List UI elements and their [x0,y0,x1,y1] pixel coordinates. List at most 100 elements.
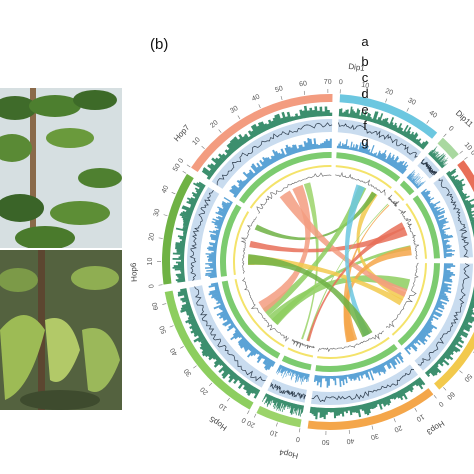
leaf-photo-upper-icon [0,88,122,248]
tick-label: 40 [161,185,171,195]
chromosome-label: Hop5 [207,414,228,433]
tick-label: 10 [218,401,229,411]
track-repeat-density [406,169,426,189]
ideogram-Hop4 [256,405,302,428]
track-spikes [335,171,386,196]
tick-mark [426,119,430,124]
track-band [211,119,333,189]
track-repeat-density [208,282,276,371]
tick-label: 10 [147,258,154,266]
track-label-f: f [363,118,367,133]
tick-label: 40 [251,93,261,103]
track-gene-density [201,105,333,180]
track-spikes [385,262,419,328]
chromosome-Hop2: 0102030405060Hop2 [385,262,474,401]
track-gene-density [261,393,305,417]
tick-label: 10 [191,136,201,147]
tick-mark [162,303,167,305]
synteny-link [248,254,373,338]
tick-label: 20 [209,119,220,129]
tick-mark [171,192,176,195]
track-green-band [397,263,440,346]
tick-mark [163,214,168,217]
tick-label: 30 [153,208,162,218]
tick-mark [182,171,187,174]
chromosome-Hop3: 0 10 20 30 40 50 Hop3 [307,330,446,445]
tick-mark [303,90,306,95]
tick-mark [433,395,437,399]
tick-mark [186,164,191,168]
tick-mark [362,92,365,97]
synteny-link [258,184,311,313]
tick-label: 30 [183,367,193,378]
tick-mark [247,410,250,415]
tick-label: 40 [428,110,438,120]
tick-label: 50 [172,163,182,173]
tick-label: 0 [241,416,248,424]
track-spikes [240,216,257,274]
synteny-links [248,182,412,343]
tick-label: 50 [462,372,472,383]
chromosome-Hop5: 0 10 20 30 40 50 60 Hop5 [151,277,290,433]
track-line [270,382,307,400]
tick-label: 40 [169,347,179,357]
tick-label: 60 [151,301,160,310]
panel-label: (b) [150,36,169,53]
tick-mark [393,418,396,423]
tick-mark [158,237,163,239]
track-green-band [336,152,401,182]
track-gene-density [428,146,449,169]
ideogram-Hop3 [307,388,434,430]
track-green-band [239,152,332,204]
tick-mark [201,145,205,149]
track-green-band [220,204,242,277]
track-spikes [387,194,400,207]
tick-label: 20 [393,424,403,433]
tick-label: 60 [445,390,456,400]
tick-label: 50 [322,438,330,445]
track-gene-density [172,181,206,283]
track-yellow-ring [249,165,332,209]
tick-label: 50 [274,85,284,94]
ideogram-Hop5 [164,290,254,410]
synteny-link [301,182,319,340]
tick-mark [280,95,283,101]
track-repeat-density [205,196,233,279]
track-line [189,190,214,281]
tick-label: 30 [407,97,417,107]
chromosome-Hop7: 0 10 20 30 40 50 60 70 Hop7 [172,79,333,214]
chromosome-label: Hop3 [425,419,446,437]
tick-mark [193,365,197,369]
track-label-a: a [361,34,369,49]
tick-label: 50 [159,325,168,335]
track-line [216,122,333,186]
tick-mark [275,422,278,427]
tick-label: 0 [177,157,185,164]
track-line [438,178,469,258]
tick-label: 20 [384,88,394,97]
plant-photo-lower [0,250,122,410]
chromosome-label: Dip11 [454,109,474,130]
tick-label: 0 [295,435,300,443]
track-line [311,368,415,403]
track-yellow-ring [232,211,250,276]
ideogram-Hop1 [457,160,474,193]
tick-mark [158,284,163,286]
tick-mark [258,104,261,109]
track-line [194,286,266,382]
track-gene-density [309,377,426,420]
tick-label: 20 [148,233,156,242]
tick-mark [227,397,230,402]
track-spikes [242,277,290,342]
tick-label: 0 [469,149,474,156]
track-label-d: d [361,86,368,101]
tick-mark [443,387,447,391]
track-band [189,285,268,388]
track-gene-density [446,168,474,238]
tick-label: 10 [269,428,279,437]
track-yellow-ring [287,347,314,358]
track-spikes [256,172,332,214]
track-line [417,263,470,366]
track-repeat-density [229,138,332,198]
